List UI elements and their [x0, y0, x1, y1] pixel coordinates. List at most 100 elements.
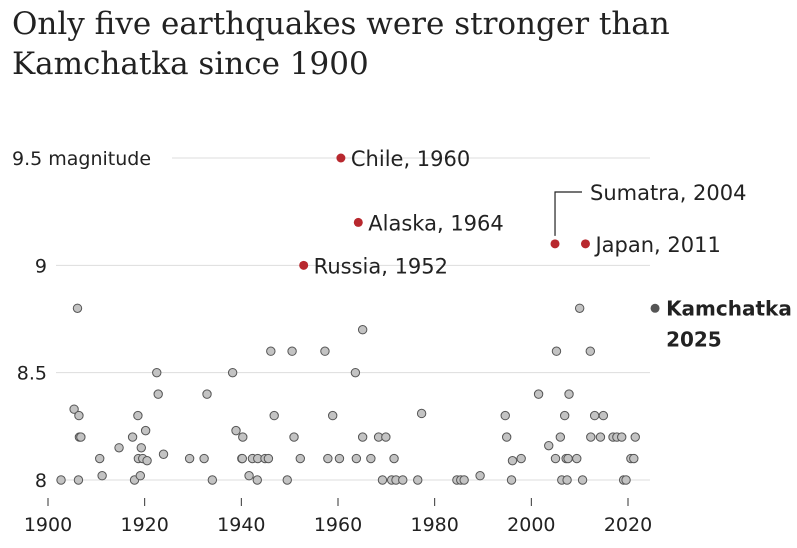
earthquake-point — [244, 471, 254, 481]
highlight-point — [353, 217, 363, 227]
earthquake-point — [416, 408, 427, 419]
earthquake-point — [555, 432, 566, 442]
earthquake-point — [621, 475, 631, 485]
earthquake-point — [263, 453, 274, 464]
earthquake-point — [413, 475, 423, 485]
other-earthquake-points — [56, 303, 640, 485]
kamchatka-label-line-1: Kamchatka — [666, 296, 792, 320]
highlight-point — [299, 260, 309, 270]
earthquake-point — [142, 455, 152, 466]
earthquake-point — [501, 432, 512, 442]
earthquake-point — [544, 440, 554, 451]
highlight-point — [580, 239, 590, 249]
earthquake-point — [475, 471, 485, 481]
earthquake-point — [238, 432, 248, 442]
earthquake-point — [237, 453, 248, 464]
earthquake-point — [572, 453, 582, 464]
earthquake-point — [585, 346, 595, 356]
earthquake-point — [629, 453, 639, 464]
earthquake-point — [140, 425, 151, 436]
highlight-label: Russia, 1952 — [314, 254, 448, 278]
earthquake-point — [135, 471, 146, 481]
earthquake-point — [231, 425, 241, 436]
y-tick-label: 8.5 — [17, 363, 47, 385]
x-axis-ticks: 1900 1920 1940 1960 1980 2000 2020 — [24, 498, 652, 536]
chart-title-line-2: Kamchatka since 1900 — [12, 46, 369, 82]
earthquake-point — [350, 367, 361, 378]
x-tick-label: 2020 — [604, 514, 652, 536]
highlighted-earthquakes: Chile, 1960 Alaska, 1964 Russia, 1952 Sumat… — [299, 147, 792, 351]
earthquake-point — [598, 410, 609, 421]
earthquake-point — [153, 389, 163, 399]
earthquake-point — [564, 389, 574, 399]
earthquake-point — [114, 443, 124, 453]
earthquake-point — [506, 475, 517, 485]
x-tick-label: 1960 — [314, 514, 362, 536]
earthquake-point — [69, 404, 79, 414]
earthquake-point — [152, 367, 162, 378]
earthquake-point — [595, 432, 606, 442]
highlight-label: Alaska, 1964 — [368, 211, 503, 235]
earthquake-point — [127, 432, 138, 442]
earthquake-point — [199, 453, 209, 464]
earthquake-point — [577, 475, 588, 485]
earthquake-point — [289, 432, 299, 442]
earthquake-point — [202, 389, 212, 399]
earthquake-point — [334, 453, 345, 464]
earthquake-point — [398, 475, 408, 485]
chart-title-line-1: Only five earthquakes were stronger than — [12, 6, 670, 42]
earthquake-point — [351, 453, 362, 464]
earthquake-point — [269, 410, 279, 421]
earthquake-point — [74, 410, 84, 421]
y-tick-label: 9.5 magnitude — [12, 148, 151, 170]
earthquake-point — [323, 453, 333, 464]
highlight-label: Sumatra, 2004 — [590, 181, 747, 205]
earthquake-point — [136, 443, 146, 453]
earthquake-point — [366, 453, 376, 464]
kamchatka-point — [650, 303, 660, 313]
y-axis-ticks: 8 8.5 9 9.5 magnitude — [12, 148, 151, 492]
earthquake-point — [617, 432, 627, 442]
earthquake-point — [357, 432, 368, 442]
highlight-label: Japan, 2011 — [593, 233, 720, 257]
earthquake-point — [282, 475, 292, 485]
y-tick-label: 8 — [35, 470, 47, 492]
earthquake-point — [320, 346, 330, 356]
earthquake-point — [559, 410, 570, 421]
earthquake-point — [500, 410, 510, 421]
earthquake-point — [287, 346, 297, 356]
x-tick-label: 1940 — [217, 514, 265, 536]
earthquake-point — [133, 410, 143, 421]
x-tick-label: 1980 — [410, 514, 458, 536]
gridlines — [56, 157, 650, 481]
earthquake-point — [207, 475, 218, 485]
y-tick-label: 9 — [35, 255, 47, 277]
earthquake-point — [184, 453, 195, 464]
earthquake-point — [252, 475, 262, 485]
sumatra-leader-line — [554, 191, 582, 236]
x-tick-label: 2000 — [507, 514, 555, 536]
earthquake-point — [158, 449, 169, 459]
earthquake-point — [327, 410, 338, 421]
earthquake-point — [72, 303, 83, 313]
earthquake-point — [589, 410, 600, 421]
earthquake-point — [630, 432, 640, 442]
earthquake-point — [76, 432, 86, 442]
earthquake-point — [295, 453, 305, 464]
earthquake-point — [357, 325, 368, 335]
kamchatka-label-line-2: 2025 — [666, 327, 722, 351]
chart-title: Only five earthquakes were stronger than… — [12, 4, 792, 84]
earthquake-point — [56, 475, 66, 485]
earthquake-point — [516, 453, 526, 464]
earthquake-point — [97, 471, 107, 481]
earthquake-point — [562, 475, 572, 485]
earthquake-point — [459, 475, 469, 485]
x-tick-label: 1900 — [24, 514, 72, 536]
earthquake-point — [551, 346, 562, 356]
highlight-point — [550, 239, 560, 249]
earthquake-point — [550, 453, 561, 464]
earthquake-point — [381, 432, 391, 442]
earthquake-point — [266, 346, 276, 356]
highlight-point — [336, 153, 346, 163]
